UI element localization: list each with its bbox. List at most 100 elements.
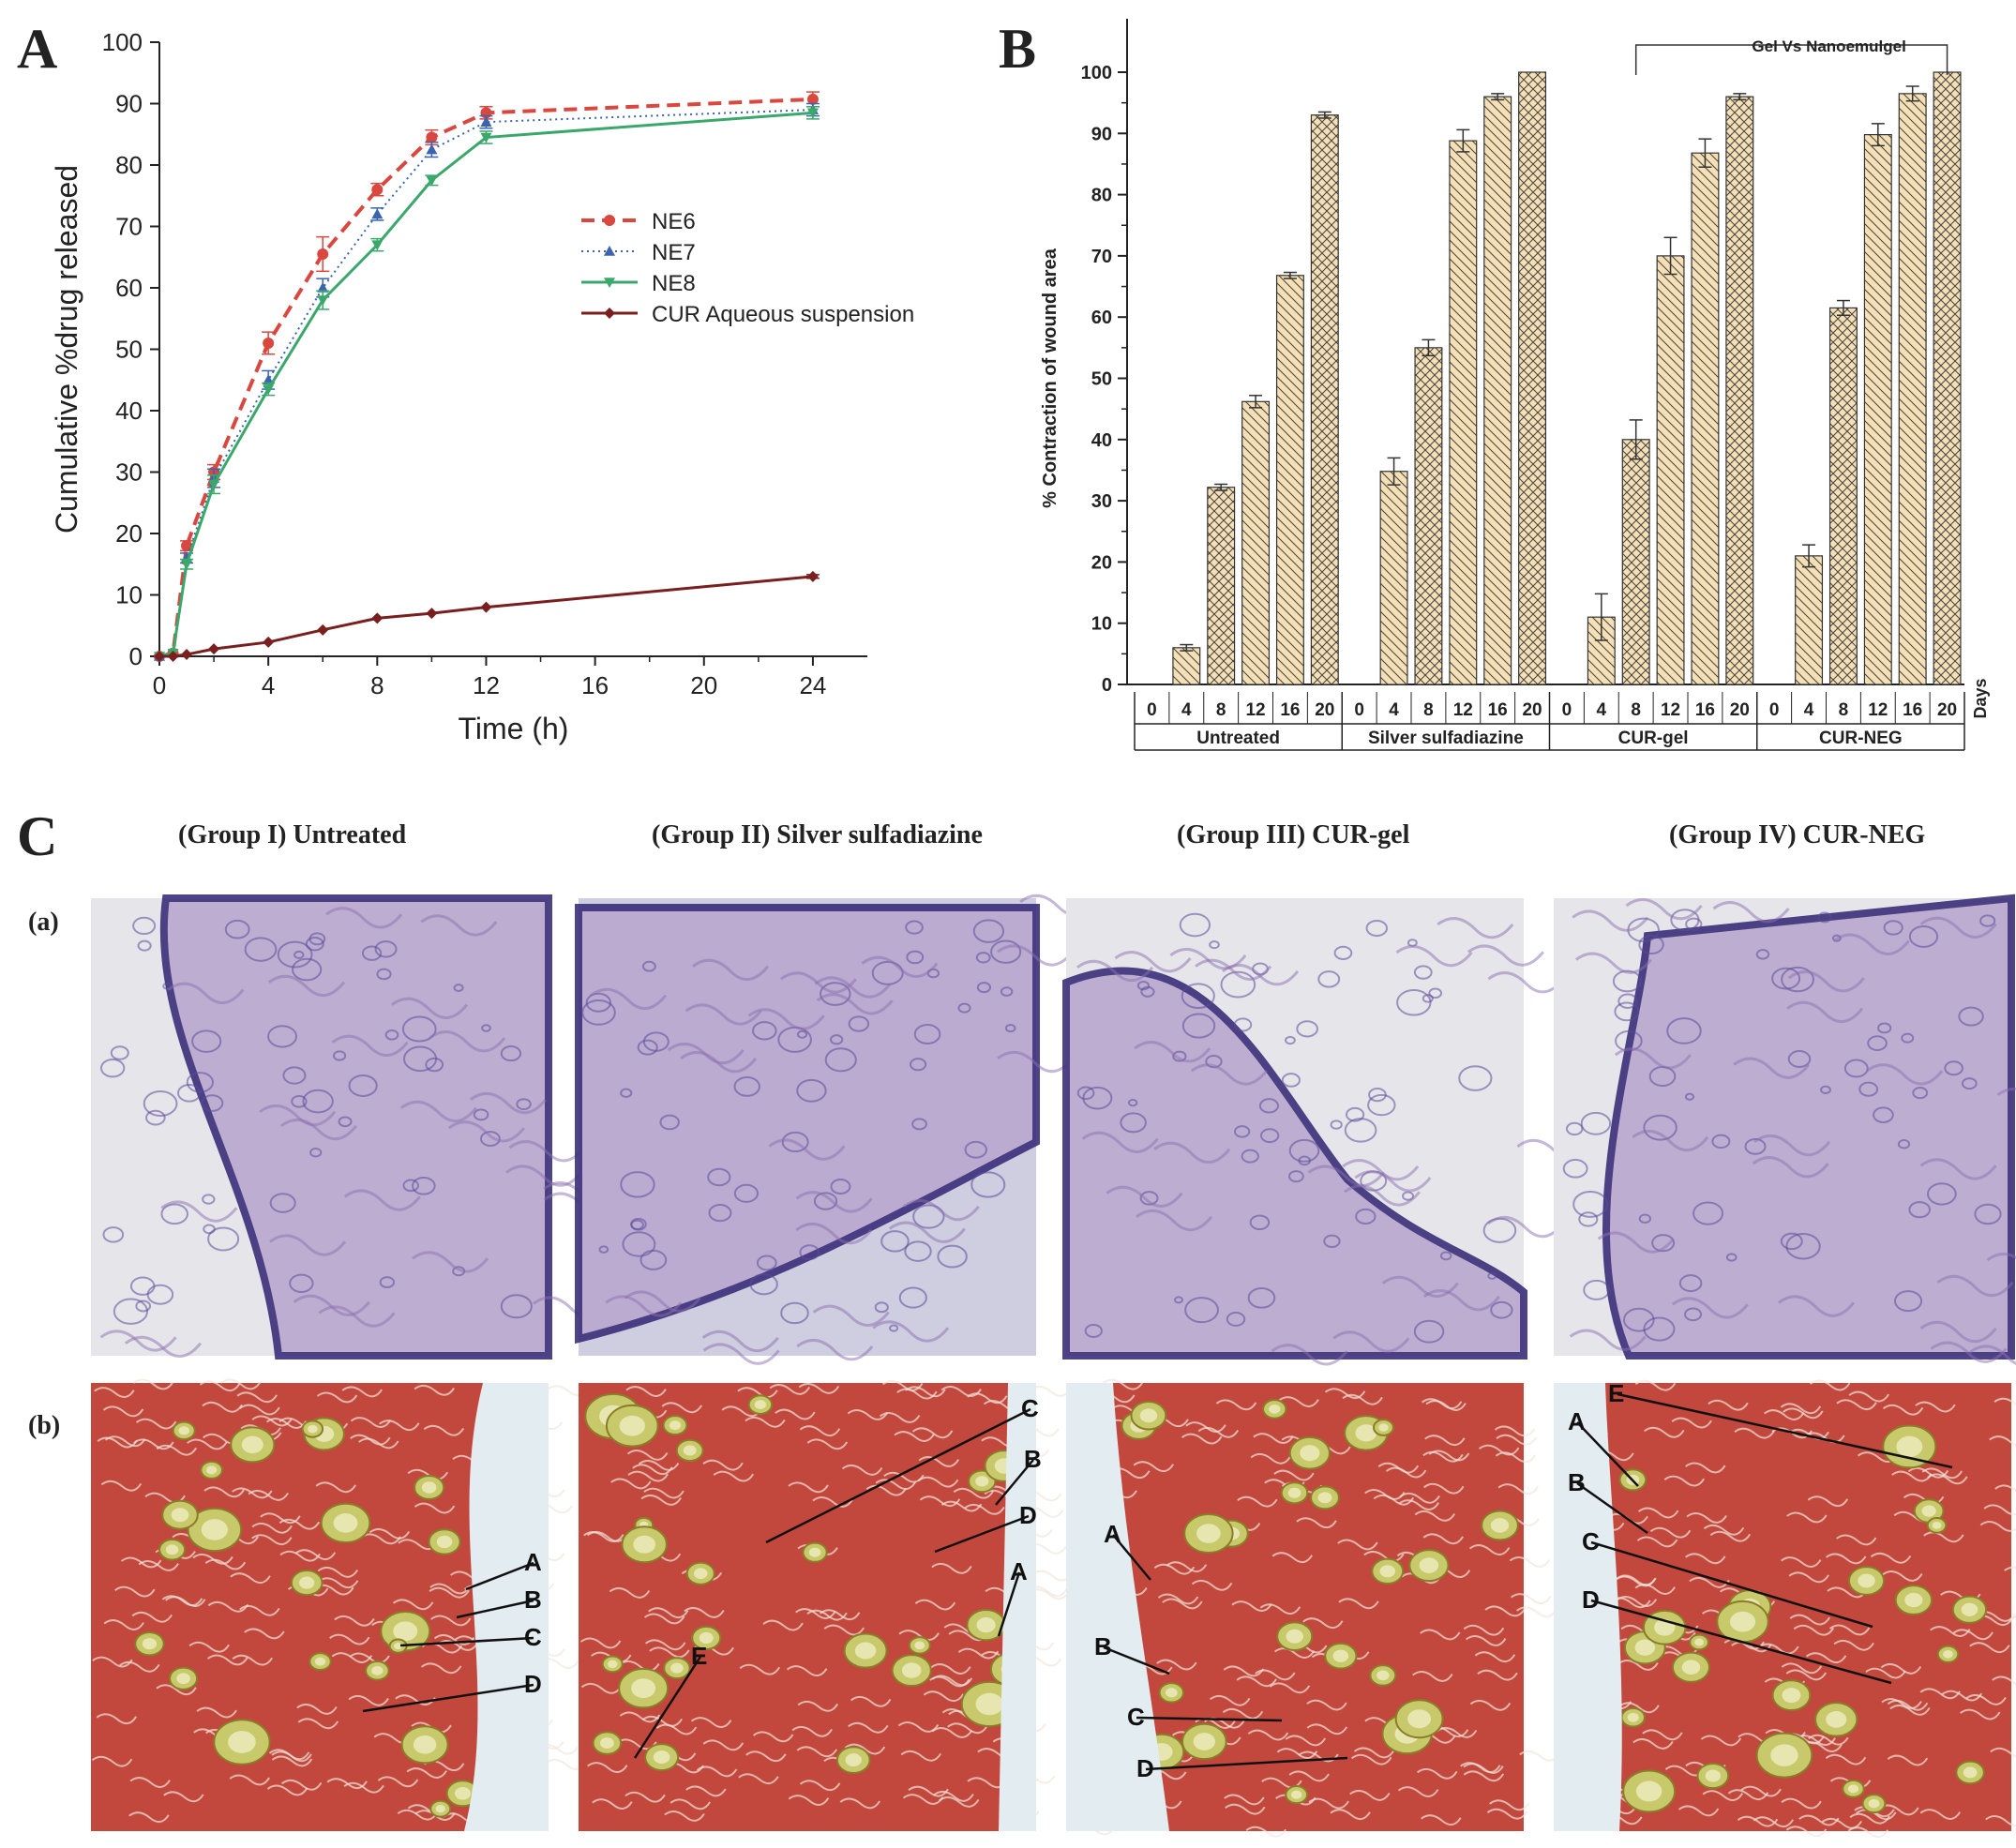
histology-a-follicle (1368, 1087, 1387, 1103)
histology-b-fiber (1156, 1659, 1197, 1671)
histology-a-follicle (282, 1066, 307, 1085)
histology-a-fiber (624, 1290, 701, 1313)
histology-b-fiber (1915, 1401, 1956, 1413)
histology-a-follicle (361, 945, 383, 961)
histology-b-fiber (1302, 1617, 1344, 1629)
histology-a-follicle (1873, 1106, 1894, 1123)
histology-a-fiber (259, 1104, 337, 1127)
histology-a-fiber (1190, 1063, 1268, 1086)
histology-b-fiber (1856, 1809, 1897, 1821)
row-label-b: (b) (28, 1411, 61, 1440)
histology-b-fiber (239, 1604, 280, 1616)
histology-b-follicle-core (1904, 1592, 1923, 1608)
histology-b-fiber (1288, 1770, 1330, 1782)
histology-a-follicle (473, 1108, 489, 1121)
histology-b-fiber (1632, 1738, 1674, 1750)
histology-a-follicle (401, 1015, 437, 1043)
histology-a-follicle (871, 960, 904, 985)
histology-b-fiber (317, 1566, 359, 1578)
histology-a-follicle (244, 937, 278, 962)
histology-b-fiber (702, 1459, 744, 1471)
histology-b-fiber (1882, 1404, 1924, 1416)
histology-annotation-label: E (691, 1642, 707, 1670)
chart-a-ytick-label: 20 (115, 519, 143, 548)
histology-a-fiber (816, 993, 894, 1015)
histology-b-follicle-core (1782, 1688, 1801, 1704)
histology-a-fiber (861, 955, 939, 978)
histology-b-fiber (244, 1628, 285, 1640)
histology-b-fiber (163, 1791, 204, 1803)
histology-a-follicle (481, 1024, 491, 1032)
chart-b-bar (1863, 134, 1892, 685)
histology-b-fiber (897, 1721, 940, 1733)
histology-b-fiber (1353, 1747, 1395, 1759)
histology-b-fiber (294, 1549, 337, 1560)
histology-b-fiber (129, 1777, 171, 1788)
histology-a-follicle (1296, 1020, 1318, 1038)
chart-a-point (480, 132, 492, 143)
histology-b-fiber (1463, 1624, 1505, 1636)
histology-b-follicle-core (178, 1426, 190, 1435)
histology-b-fiber (1224, 1794, 1265, 1806)
chart-b-day-label: 20 (1937, 700, 1957, 720)
histology-b-fiber (929, 1675, 970, 1688)
histology-a-fiber (1153, 1141, 1231, 1164)
histology-b-fiber (933, 1791, 974, 1802)
histology-a-follicle (1345, 1106, 1365, 1122)
histology-a-fiber (1574, 952, 1653, 974)
histology-b-fiber (632, 1464, 673, 1476)
histology-b-fiber (103, 1619, 144, 1630)
histology-b-fiber (1250, 1452, 1292, 1465)
chart-b-day-label: 12 (1661, 700, 1680, 720)
histology-b-fiber (752, 1731, 794, 1743)
histology-b-fiber (875, 1479, 917, 1491)
row-label-a: (a) (28, 908, 59, 937)
histology-a-fiber (1572, 909, 1649, 932)
histology-b-fiber (91, 1755, 133, 1767)
histology-a-follicle (1076, 1086, 1095, 1101)
histology-b-fiber (1985, 1815, 2016, 1826)
histology-a-fiber (812, 1304, 890, 1327)
histology-a-fiber (331, 1034, 409, 1057)
chart-b-group-label: Silver sulfadiazine (1368, 729, 1524, 748)
histology-b-fiber (1364, 1489, 1406, 1500)
histology-b-fiber (296, 1703, 338, 1715)
histology-b-follicle-core (1847, 1784, 1859, 1794)
histology-b-fiber (841, 1465, 883, 1476)
histology-a-fiber (872, 1320, 950, 1343)
chart-a-series-line (158, 97, 814, 658)
histology-b-fiber (279, 1550, 321, 1562)
histology-b-fiber (131, 1611, 173, 1623)
histology-a-follicle (1288, 1138, 1320, 1163)
histology-b-fiber (1465, 1635, 1507, 1646)
histology-b-fiber (737, 1387, 778, 1399)
histology-a-fiber (1968, 1345, 2016, 1365)
histology-a-follicle (379, 1276, 396, 1288)
histology-a-follicle (733, 1075, 760, 1097)
histology-a-follicle (1897, 1139, 1911, 1149)
histology-b-follicle-core (1694, 1638, 1705, 1646)
histology-b-fiber (905, 1386, 946, 1398)
histology-b-follicle-core (333, 1513, 358, 1533)
histology-a-follicle (1136, 980, 1151, 991)
histology-a-fiber (779, 971, 857, 994)
chart-a-ytick-label: 30 (115, 458, 143, 487)
histology-b-fiber (911, 1427, 954, 1439)
histology-annotation-arrow (1112, 1534, 1151, 1581)
histology-b-fiber (1519, 1750, 1560, 1762)
chart-b-day-label: 8 (1631, 700, 1641, 720)
histology-b-fiber (1882, 1570, 1923, 1582)
histology-image-a-1 (91, 894, 621, 1360)
chart-b-ytick-label: 0 (1102, 675, 1112, 696)
histology-b-fiber (1941, 1690, 1983, 1702)
histology-b-fiber (395, 1694, 436, 1706)
histology-b-fiber (580, 1682, 623, 1694)
histology-image-a-3 (1062, 898, 1594, 1366)
chart-b-day-label: 20 (1522, 700, 1542, 720)
histology-a-fiber (269, 1234, 347, 1256)
histology-a-follicle (620, 1088, 633, 1098)
histology-a-tissue (575, 904, 1040, 1345)
histology-b-fiber (1306, 1699, 1347, 1711)
